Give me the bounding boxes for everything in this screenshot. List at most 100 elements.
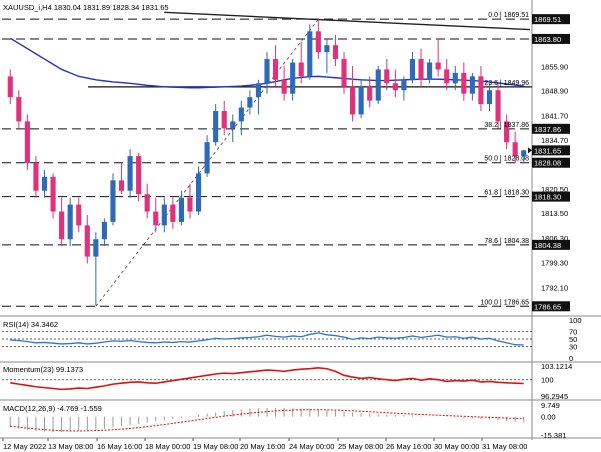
candle-body [444,69,450,84]
price-badge-label: 1828.08 [534,159,561,168]
price-badge [532,239,570,250]
candle-body [332,45,339,60]
price-badge [532,301,570,312]
fib-level-label: 23.6 | 1849.96 [484,80,529,87]
price-tick-label: 1834.70 [541,136,568,145]
momentum-title: Momentum(23) 99.1373 [3,365,83,374]
current-price-marker [528,147,532,154]
candle-body [59,211,65,240]
candle-body [161,204,167,226]
fib-level-label: 50.0 | 1828.08 [484,156,529,163]
candle-body [367,86,373,101]
candle-body [521,150,527,156]
candle-body [264,59,270,84]
x-axis-label: 30 May 00:00 [434,442,479,451]
momentum-tick-label: 96.2945 [541,392,568,401]
candle-body [33,163,39,191]
candle-body [427,62,433,80]
candle-body [110,180,116,222]
price-tick-label: 1820.50 [541,185,568,194]
candle-body [435,62,441,70]
macd-signal-line [10,409,524,432]
candle-body [247,97,253,108]
candle-body [478,76,484,105]
candle-body [409,59,416,80]
x-axis-label: 18 May 00:00 [145,442,190,451]
momentum-line [10,367,524,391]
candle-body [127,156,133,191]
candle-body [298,62,304,77]
price-badge [532,157,570,168]
rsi-tick-label: 30 [569,343,577,352]
fib-level-label: 100.0 | 1786.65 [480,299,529,306]
macd-tick-label: -15.381 [541,431,566,440]
candle-body [170,204,176,222]
candle-body [255,83,262,98]
candle-body [238,107,244,122]
candle-body [401,79,407,91]
price-tick-label: 1848.90 [541,87,568,96]
x-axis-label: 31 May 08:00 [482,442,527,451]
candle-body [118,180,125,191]
candle-body [213,111,219,143]
candle-body [84,225,90,257]
candle-body [341,59,347,87]
price-badge-label: 1869.51 [534,15,561,24]
long-ma-line [164,11,531,31]
candle-body [41,176,48,191]
main-chart-title: XAUUSD_i,H4 1830.04 1831.89 1828.34 1831… [3,3,169,12]
candle-body [221,111,227,129]
candle-body [358,86,364,115]
price-badge [532,14,570,25]
macd-title: MACD(12,26,9) -4.769 -1.559 [3,404,102,413]
price-badge [532,33,570,44]
x-axis-label: 12 May 2022 [3,442,46,451]
rsi-title: RSI(14) 34.3462 [3,320,58,329]
candle-body [195,173,202,212]
price-tick-label: 1799.30 [541,258,568,267]
candle-body [512,142,518,157]
price-badge-label: 1804.38 [534,241,561,250]
x-axis-label: 24 May 00:00 [289,442,334,451]
price-tick-label: 1792.10 [541,283,568,292]
candle-body [144,194,150,212]
price-badge-label: 1863.80 [534,35,561,44]
candle-body [93,239,99,257]
candle-body [178,197,184,222]
candle-body [290,62,296,94]
momentum-tick-label: 100 [541,376,554,385]
candle-body [272,59,279,80]
candle-body [461,72,467,94]
candle-body [76,204,82,226]
momentum-tick-label: 103.1214 [541,362,572,371]
x-axis-label: 25 May 08:00 [338,442,383,451]
macd-tick-label: 0.00 [541,413,556,422]
fib-level-label: 78.6 | 1804.38 [484,238,529,245]
rsi-tick-label: 100 [569,316,582,325]
price-badge-label: 1818.30 [534,193,561,202]
candle-body [350,86,356,115]
candle-body [16,97,22,122]
price-badge [532,191,570,202]
rsi-line [10,332,524,346]
rsi-tick-label: 0 [569,354,573,363]
price-badge [532,145,570,156]
candle-body [495,90,501,122]
rsi-tick-label: 50 [569,335,577,344]
price-tick-label: 1813.50 [541,209,568,218]
fib-level-label: 61.8 | 1818.30 [484,190,529,197]
candle-body [315,31,321,53]
candle-body [136,156,142,195]
price-badge [532,123,570,134]
x-axis-label: 19 May 08:00 [193,442,238,451]
price-tick-label: 1841.70 [541,112,568,121]
candle-body [469,76,475,94]
price-badge-label: 1831.65 [534,146,561,155]
price-badge-label: 1837.86 [534,125,561,134]
fib-level-label: 38.2 | 1837.86 [484,122,529,129]
fib-level-label: 0.0 | 1869.51 [488,12,529,19]
x-axis-label: 20 May 16:00 [240,442,285,451]
price-badge-label: 1786.65 [534,302,561,311]
candle-body [204,142,210,174]
